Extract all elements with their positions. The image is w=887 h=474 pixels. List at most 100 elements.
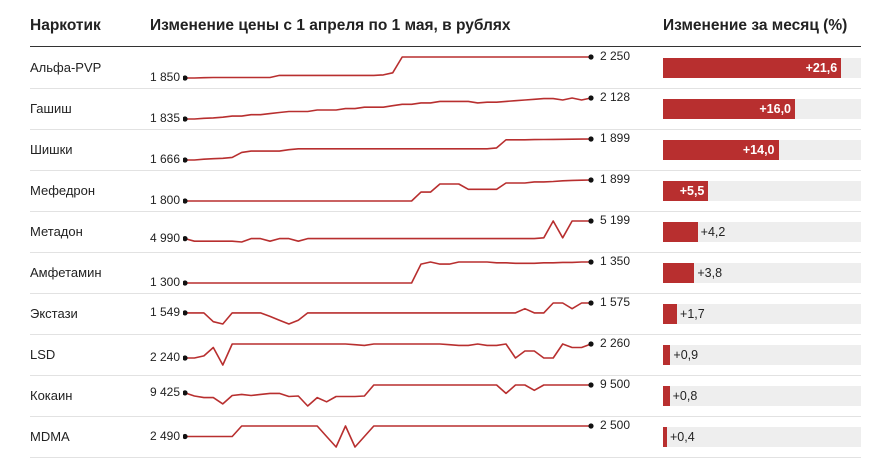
change-bar [663,99,795,119]
sparkline [183,382,594,407]
start-dot [183,157,188,163]
change-label: +1,7 [680,307,705,321]
price-line [185,138,592,161]
row-separator [30,170,861,171]
sparkline [183,95,594,122]
end-price-label: 2 128 [600,90,631,104]
change-bar [663,386,670,406]
start-price-label: 1 800 [149,193,180,207]
row-separator [30,457,861,458]
end-dot [588,95,594,101]
row-separator [30,375,861,376]
change-bar-track: +4,2 [663,222,861,242]
sparkline [183,177,594,204]
price-line [185,179,592,202]
end-dot [588,300,594,306]
change-bar-track: +5,5 [663,181,861,201]
price-line [184,384,591,407]
end-price-label: 1 575 [600,295,631,309]
price-line [185,425,591,448]
start-price-label: 2 490 [149,428,180,443]
start-price-label: 4 990 [149,230,180,245]
header-monthly-change: Изменение за месяц (%) [663,17,848,34]
header-rule [30,46,861,47]
header-price-change: Изменение цены с 1 апреля по 1 мая, в ру… [150,17,511,34]
change-label: +14,0 [742,143,775,157]
row-separator [30,293,861,294]
start-dot [183,355,188,361]
change-bar-track: +0,4 [663,427,861,447]
end-dot [588,136,594,142]
end-dot [588,382,594,388]
drug-name: Метадон [30,224,83,239]
change-bar-track: +16,0 [663,99,861,119]
sparkline [183,218,594,243]
change-label: +0,4 [670,430,695,444]
change-bar [663,427,667,447]
start-dot [183,116,188,122]
end-price-label: 2 250 [600,49,631,63]
change-label: +16,0 [759,102,791,116]
end-price-label: 9 500 [600,377,631,391]
sparkline [183,300,594,325]
start-dot [183,280,188,286]
change-bar-track: +0,8 [663,386,861,406]
drug-name: Альфа-PVP [30,60,102,75]
start-dot [183,236,188,242]
start-dot [183,310,188,316]
header-drug: Наркотик [30,17,101,34]
end-dot [588,218,594,224]
drug-name: Амфетамин [30,265,102,280]
sparkline [183,341,594,366]
change-label: +4,2 [700,225,726,239]
table-row: LSD 2 240 2 260 +0,9 [0,335,887,376]
change-bar-track: +3,8 [663,263,861,283]
start-dot [183,433,188,440]
start-price-label: 2 240 [149,350,180,364]
drug-name: Кокаин [30,388,73,403]
sparkline [183,136,594,163]
start-dot [183,390,188,396]
end-price-label: 2 500 [600,418,631,432]
change-label: +5,5 [679,184,705,198]
row-separator [30,211,861,212]
row-separator [30,88,861,89]
row-separator [30,334,861,335]
table-row: Гашиш 1 835 2 128 +16,0 [0,89,887,130]
table-row: Мефедрон 1 800 1 899 +5,5 [0,171,887,212]
change-bar-track: +14,0 [663,140,861,160]
end-price-label: 1 350 [600,254,631,268]
change-label: +3,8 [697,266,723,280]
start-dot [183,198,188,204]
table-row: Экстази 1 549 1 575 +1,7 [0,294,887,335]
table-row: Кокаин 9 425 9 500 +0,8 [0,376,887,417]
start-dot [183,75,188,81]
sparkline [183,54,594,81]
change-label: +0,8 [672,389,698,403]
change-bar [663,345,671,365]
sparkline [183,423,594,448]
end-price-label: 5 199 [600,213,631,227]
drug-name: Шишки [30,142,73,157]
table-row: MDMA 2 490 2 500 +0,4 [0,417,887,458]
change-bar-track: +1,7 [663,304,861,324]
table-row: Шишки 1 666 1 899 +14,0 [0,130,887,171]
start-price-label: 1 835 [149,111,180,125]
row-separator [30,416,861,417]
table-row: Амфетамин 1 300 1 350 +3,8 [0,253,887,294]
change-bar [663,222,698,242]
drug-name: Мефедрон [30,183,96,198]
drug-name: Экстази [30,306,78,321]
price-line [184,220,591,243]
change-bar-track: +0,9 [663,345,861,365]
change-bar [663,304,677,324]
price-line [185,56,591,79]
change-label: +21,6 [805,61,838,75]
drug-name: MDMA [30,429,70,444]
price-line [185,97,592,120]
start-price-label: 1 666 [149,152,180,166]
end-price-label: 1 899 [600,172,631,186]
start-price-label: 9 425 [149,384,180,399]
drug-name: LSD [30,347,56,362]
table-row: Альфа-PVP 1 850 2 250 +21,6 [0,48,887,89]
